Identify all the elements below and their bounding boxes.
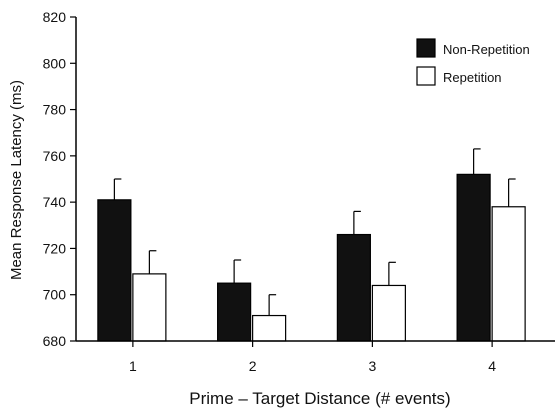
bar-non-repetition-2 (217, 282, 252, 342)
bar-repetition-2 (252, 314, 287, 342)
y-tick-label: 700 (43, 287, 67, 303)
legend-label-non-repetition: Non-Repetition (443, 42, 530, 57)
y-tick-label: 720 (43, 240, 67, 256)
y-axis-ticks: 680 700 720 740 760 780 800 820 (43, 9, 76, 349)
x-axis-title: Prime – Target Distance (# events) (189, 389, 450, 408)
y-tick-label: 780 (43, 102, 67, 118)
legend-label-repetition: Repetition (443, 70, 502, 85)
y-tick-label: 740 (43, 194, 67, 210)
x-tick-label: 4 (488, 358, 496, 374)
bar-repetition-4 (491, 206, 526, 342)
x-tick-label: 3 (368, 358, 376, 374)
y-tick-label: 820 (43, 9, 67, 25)
bar-repetition-1 (132, 273, 167, 342)
bars (97, 173, 526, 342)
y-axis-title: Mean Response Latency (ms) (8, 80, 25, 280)
y-tick-label: 680 (43, 333, 67, 349)
legend: Non-Repetition Repetition (416, 38, 530, 86)
legend-swatch-repetition (416, 66, 436, 86)
x-tick-label: 2 (249, 358, 257, 374)
bar-non-repetition-1 (97, 199, 132, 342)
bar-non-repetition-3 (336, 233, 371, 342)
bar-repetition-3 (371, 284, 406, 342)
error-bars (113, 148, 516, 316)
x-axis-ticks: 1 2 3 4 (129, 341, 496, 374)
legend-swatch-non-repetition (416, 38, 436, 58)
x-tick-label: 1 (129, 358, 137, 374)
y-tick-label: 760 (43, 148, 67, 164)
bar-non-repetition-4 (456, 173, 491, 342)
y-tick-label: 800 (43, 55, 67, 71)
